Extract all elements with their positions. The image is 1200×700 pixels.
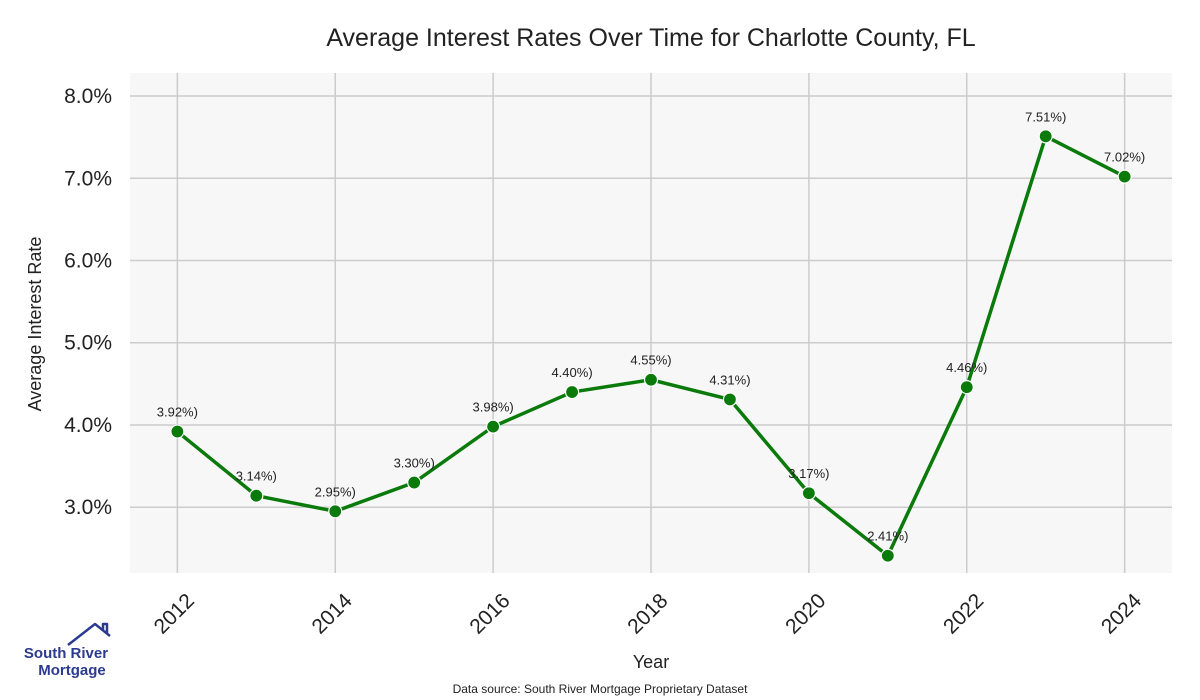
- data-point: [249, 488, 264, 503]
- data-label: 3.17%): [788, 466, 829, 481]
- data-label: 2.41%): [867, 529, 908, 544]
- x-tick-label: 2024: [1097, 589, 1147, 639]
- data-point: [722, 392, 738, 407]
- data-label: 4.31%): [709, 372, 750, 387]
- house-roof-icon: [67, 622, 111, 646]
- data-point: [959, 380, 974, 395]
- y-axis-ticks: 3.0% 4.0% 5.0% 6.0% 7.0% 8.0%: [64, 85, 112, 519]
- data-point: [880, 548, 895, 563]
- y-tick-label: 4.0%: [64, 414, 112, 437]
- data-label: 2.95%): [315, 484, 356, 499]
- x-axis-label: Year: [633, 652, 669, 672]
- data-point: [328, 504, 343, 519]
- data-label: 3.98%): [473, 400, 514, 415]
- data-point: [486, 419, 501, 434]
- logo-line2: Mortgage: [38, 662, 106, 679]
- data-label: 3.30%): [394, 456, 435, 471]
- x-tick-label: 2018: [623, 589, 672, 638]
- x-tick-label: 2022: [939, 589, 988, 638]
- x-tick-label: 2020: [781, 589, 830, 638]
- x-tick-label: 2014: [307, 589, 357, 639]
- x-tick-label: 2016: [465, 589, 514, 638]
- y-tick-label: 3.0%: [64, 496, 112, 519]
- data-point: [407, 475, 422, 490]
- data-label: 3.92%): [157, 405, 198, 420]
- data-labels: 3.92%) 3.14%) 2.95%) 3.30%) 3.98%) 4.40%) 4.55…: [157, 109, 1145, 543]
- data-label: 3.14%): [236, 469, 277, 484]
- y-axis-label: Average Interest Rate: [25, 237, 45, 412]
- data-point: [170, 424, 185, 439]
- x-tick-label: 2012: [150, 589, 199, 638]
- y-tick-label: 7.0%: [64, 167, 112, 190]
- data-point: [564, 384, 580, 400]
- data-point: [801, 486, 816, 501]
- y-tick-label: 6.0%: [64, 250, 112, 273]
- data-label: 7.51%): [1025, 109, 1066, 124]
- data-point: [643, 372, 659, 387]
- data-label: 4.46%): [946, 360, 987, 375]
- data-points: [170, 129, 1132, 563]
- logo-line1: South River: [24, 645, 108, 662]
- data-label: 7.02%): [1104, 150, 1145, 165]
- data-label: 4.55%): [630, 353, 671, 368]
- chart-title: Average Interest Rates Over Time for Cha…: [326, 24, 975, 52]
- data-label: 4.40%): [551, 365, 592, 380]
- x-axis-ticks: 2012 2014 2016 2018 2020 2022 2024: [150, 589, 1147, 639]
- source-note: Data source: South River Mortgage Propri…: [453, 682, 748, 696]
- y-tick-label: 5.0%: [64, 332, 112, 355]
- y-tick-label: 8.0%: [64, 85, 112, 108]
- data-point: [1038, 129, 1053, 144]
- data-point: [1117, 169, 1132, 184]
- logo: South River Mortgage: [24, 622, 111, 679]
